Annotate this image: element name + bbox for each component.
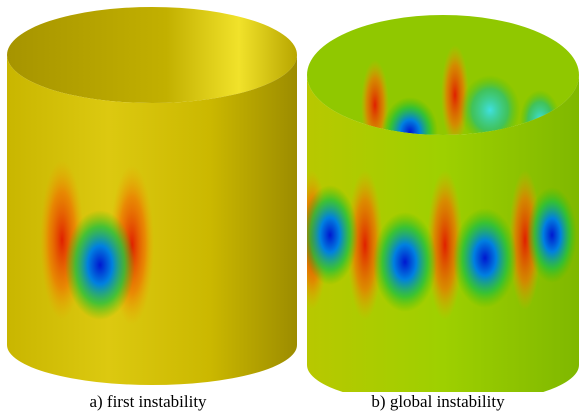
caption: b) global instability: [292, 392, 584, 412]
figure: a) first instability b) global instabili…: [0, 0, 585, 419]
cylinder-a: [7, 7, 297, 385]
caption: a) first instability: [2, 392, 294, 412]
cylinders: [0, 0, 585, 392]
cylinder-b: [296, 15, 579, 392]
